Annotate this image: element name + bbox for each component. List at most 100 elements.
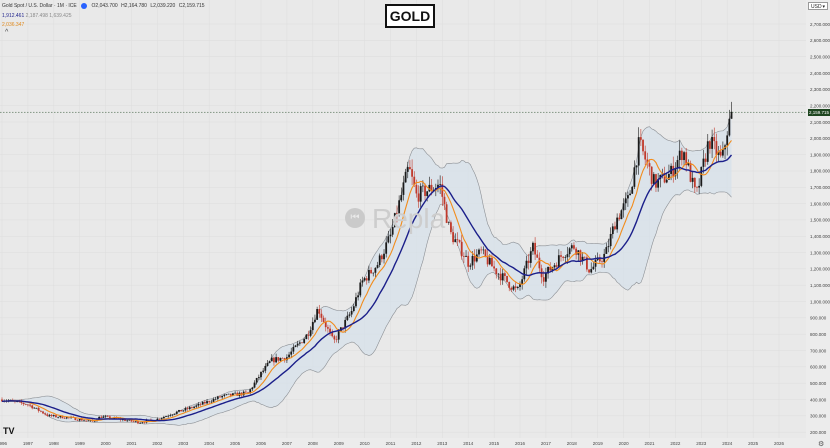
candle-body xyxy=(564,257,567,258)
candle-body xyxy=(327,327,329,329)
time-tick-label: 2020 xyxy=(619,441,630,446)
candle-body xyxy=(594,259,597,267)
candle-body xyxy=(52,415,55,417)
candle-body xyxy=(184,408,187,411)
candle-body xyxy=(588,269,590,273)
candle-body xyxy=(44,413,47,415)
currency-select[interactable]: USD ▾ xyxy=(808,2,828,10)
candle-body xyxy=(178,410,180,412)
candle-body xyxy=(128,419,131,421)
candle-body xyxy=(223,394,226,396)
candle-body xyxy=(169,415,172,416)
candle-body xyxy=(575,248,578,255)
candle-body xyxy=(437,184,439,188)
candle-body xyxy=(642,139,644,152)
collapse-legend-icon[interactable]: ^ xyxy=(5,29,9,36)
candle-body xyxy=(281,358,284,359)
candle-body xyxy=(456,239,459,241)
price-tick-label: 400.000 xyxy=(810,397,827,402)
ma-legend[interactable]: 2,036.347 xyxy=(2,22,24,28)
candle-body xyxy=(219,396,221,398)
candle-body xyxy=(156,418,159,421)
candle-body xyxy=(495,268,498,275)
candle-body xyxy=(33,407,36,409)
gear-icon[interactable]: ⚙ xyxy=(818,441,825,448)
candle-body xyxy=(257,377,260,378)
time-axis[interactable]: 1996 1997 1998 1999 2000 2001 2002 2003 2004 2005… xyxy=(0,438,806,448)
candle-body xyxy=(635,165,638,168)
candle-body xyxy=(689,163,692,182)
price-tick-label: 2,500.000 xyxy=(810,54,830,59)
candle-body xyxy=(63,418,66,419)
candle-body xyxy=(680,150,683,161)
candle-body xyxy=(478,249,480,255)
candle-body xyxy=(109,416,111,419)
candle-body xyxy=(376,265,379,268)
candle-body xyxy=(380,255,383,260)
candle-body xyxy=(255,377,258,383)
candle-body xyxy=(719,151,722,156)
candle-body xyxy=(411,169,413,177)
price-tick-label: 1,800.000 xyxy=(810,169,830,174)
candle-body xyxy=(579,250,582,261)
candle-body xyxy=(50,414,53,417)
candle-body xyxy=(713,137,716,142)
candle-body xyxy=(471,255,474,266)
bollinger-fill xyxy=(2,112,732,426)
candle-body xyxy=(260,371,262,378)
candle-body xyxy=(191,407,193,408)
time-tick-label: 2026 xyxy=(774,441,785,446)
price-axis[interactable]: 200.000 300.000 400.000 500.000 600.000 700.0… xyxy=(806,0,830,448)
candle-body xyxy=(197,403,200,406)
candle-body xyxy=(357,295,360,298)
candlestick-series[interactable] xyxy=(1,101,733,425)
tradingview-logo-icon[interactable]: TV xyxy=(3,426,15,436)
candle-body xyxy=(363,278,366,281)
candle-body xyxy=(497,273,500,275)
bollinger-legend[interactable]: 1,912.461 2,187.498 1,639.425 xyxy=(2,13,72,19)
candle-body xyxy=(292,346,295,352)
candle-body xyxy=(721,149,724,156)
price-tick-label: 1,600.000 xyxy=(810,201,830,206)
time-tick-label: 2008 xyxy=(308,441,319,446)
time-tick-label: 2009 xyxy=(334,441,345,446)
candle-body xyxy=(443,196,446,205)
candle-body xyxy=(225,394,228,395)
candle-body xyxy=(39,410,42,412)
candle-body xyxy=(439,184,442,185)
candle-body xyxy=(37,407,40,411)
bollinger-basis-value: 1,912.461 xyxy=(2,13,25,19)
candle-body xyxy=(447,222,450,223)
candle-body xyxy=(20,401,23,403)
candle-body xyxy=(305,334,308,340)
replay-watermark-icon: ⏮ xyxy=(345,208,365,228)
candle-body xyxy=(717,151,720,155)
candle-body xyxy=(288,354,290,358)
candle-body xyxy=(307,334,310,336)
candle-body xyxy=(27,404,29,406)
candle-body xyxy=(413,176,416,185)
candle-body xyxy=(508,281,511,288)
candle-body xyxy=(514,286,517,288)
time-tick-label: 2019 xyxy=(593,441,604,446)
candle-body xyxy=(506,275,508,282)
candle-body xyxy=(186,408,189,409)
candle-body xyxy=(370,269,372,274)
candle-body xyxy=(387,236,390,243)
candle-body xyxy=(523,268,526,280)
price-tick-label: 2,000.000 xyxy=(810,136,830,141)
candle-body xyxy=(106,416,109,417)
symbol-name[interactable]: Gold Spot / U.S. Dollar · 1M · ICE xyxy=(2,3,77,10)
candle-body xyxy=(557,255,560,267)
price-axis-bg xyxy=(806,0,830,448)
candle-body xyxy=(538,257,541,269)
time-tick-label: 2001 xyxy=(126,441,137,446)
time-tick-label: 2014 xyxy=(463,441,474,446)
candle-body xyxy=(542,277,545,282)
time-tick-label: 2023 xyxy=(696,441,707,446)
price-tick-label: 900.000 xyxy=(810,316,827,321)
candle-body xyxy=(296,343,299,346)
candle-body xyxy=(55,415,57,418)
ohlc-close: C2,159.715 xyxy=(178,3,205,10)
